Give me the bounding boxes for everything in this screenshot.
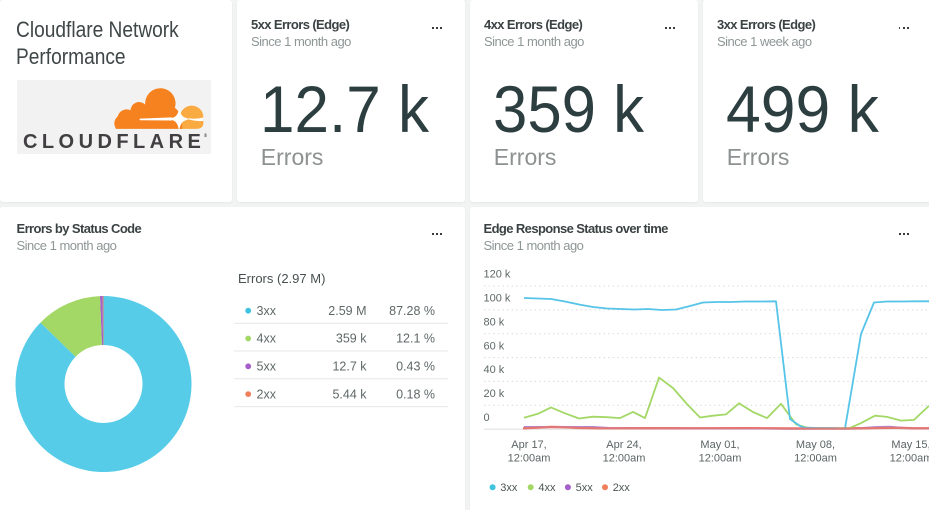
svg-text:12:00am: 12:00am xyxy=(699,453,742,465)
svg-text:20 k: 20 k xyxy=(484,388,505,400)
svg-text:5xx: 5xx xyxy=(257,360,277,374)
svg-text:40 k: 40 k xyxy=(484,364,505,376)
svg-text:2.59 M: 2.59 M xyxy=(328,304,366,318)
svg-text:12:00am: 12:00am xyxy=(890,453,929,465)
svg-text:2xx: 2xx xyxy=(613,482,631,494)
svg-text:Apr 24,: Apr 24, xyxy=(606,439,641,451)
svg-text:3xx: 3xx xyxy=(257,304,277,318)
svg-text:4xx: 4xx xyxy=(538,482,556,494)
svg-text:12:00am: 12:00am xyxy=(794,453,837,465)
svg-text:May 15,: May 15, xyxy=(891,439,929,451)
svg-text:87.28 %: 87.28 % xyxy=(389,304,435,318)
svg-text:Errors (2.97 M): Errors (2.97 M) xyxy=(238,271,325,286)
svg-text:Apr 17,: Apr 17, xyxy=(511,439,546,451)
svg-text:12:00am: 12:00am xyxy=(603,453,646,465)
svg-text:100 k: 100 k xyxy=(484,293,511,305)
svg-text:May 01,: May 01, xyxy=(700,439,739,451)
svg-text:120 k: 120 k xyxy=(484,269,511,281)
svg-text:12.7 k: 12.7 k xyxy=(332,360,367,374)
svg-text:0.18 %: 0.18 % xyxy=(396,387,435,401)
svg-text:May 08,: May 08, xyxy=(796,439,835,451)
svg-text:12.1 %: 12.1 % xyxy=(396,332,435,346)
svg-text:80 k: 80 k xyxy=(484,316,505,328)
svg-text:4xx: 4xx xyxy=(257,332,277,346)
svg-text:5.44 k: 5.44 k xyxy=(332,387,367,401)
svg-text:5xx: 5xx xyxy=(576,482,594,494)
svg-text:2xx: 2xx xyxy=(257,387,277,401)
svg-text:0.43 %: 0.43 % xyxy=(396,360,435,374)
svg-text:12:00am: 12:00am xyxy=(508,453,551,465)
svg-text:CLOUDFLARE: CLOUDFLARE xyxy=(23,131,205,153)
svg-text:0: 0 xyxy=(484,412,490,424)
svg-text:359 k: 359 k xyxy=(336,332,367,346)
svg-text:3xx: 3xx xyxy=(500,482,518,494)
svg-text:60 k: 60 k xyxy=(484,340,505,352)
